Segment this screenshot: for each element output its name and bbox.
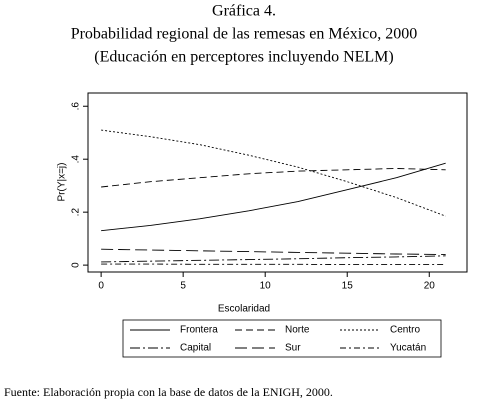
series-line [101,168,446,188]
x-tick-label: 15 [342,281,354,292]
legend-label: Centro [390,325,420,336]
y-tick-label: .6 [71,102,82,111]
series-line [101,263,446,266]
legend-label: Sur [285,343,301,354]
series-line [101,162,446,232]
x-axis-label: Escolaridad [218,304,270,315]
y-tick-label: .2 [71,208,82,217]
x-tick-label: 5 [180,281,186,292]
y-axis-label: Pr(Y|x=j) [57,163,68,202]
plot-frame [87,92,468,273]
series-line [101,255,446,263]
series-line [101,248,446,255]
legend [122,319,442,358]
chart-subtitle: Probabilidad regional de las remesas en … [71,26,418,43]
legend-label: Frontera [180,325,218,336]
chart-title: Gráfica 4. [212,3,276,20]
legend-label: Norte [285,325,310,336]
legend-label: Yucatán [390,343,426,354]
x-tick-label: 10 [260,281,272,292]
legend-label: Capital [180,343,211,354]
x-tick-label: 0 [98,281,104,292]
series-line [101,129,446,217]
y-tick-label: .4 [71,155,82,164]
chart-subtitle: (Educación en perceptores incluyendo NEL… [94,49,393,66]
source-note: Fuente: Elaboración propia con la base d… [4,385,333,399]
x-tick-label: 20 [424,281,436,292]
y-tick-label: 0 [71,262,82,268]
